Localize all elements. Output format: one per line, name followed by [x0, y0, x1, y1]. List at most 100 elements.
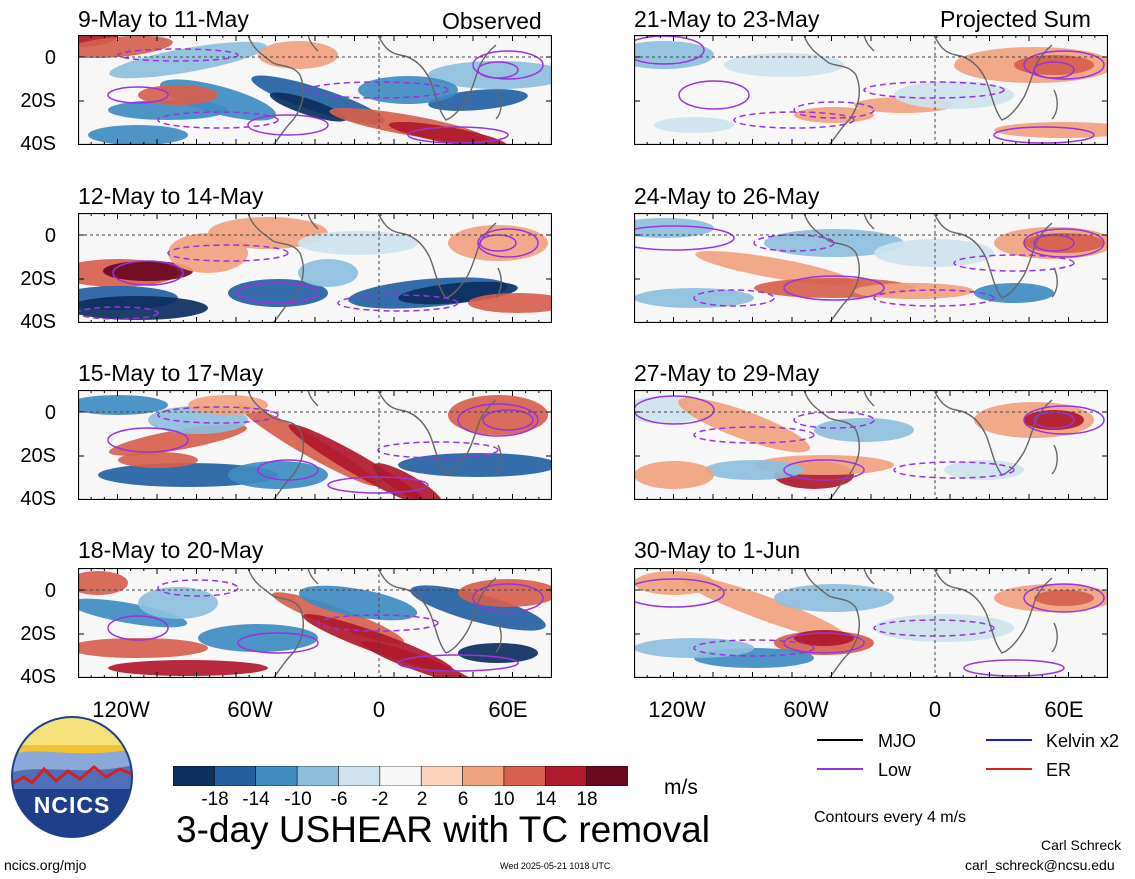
coastline	[803, 568, 1058, 678]
colorbar-tick-label: 10	[493, 789, 515, 810]
contour-line	[1033, 61, 1075, 79]
shading-cell	[679, 575, 849, 641]
shading-layer	[78, 395, 552, 500]
colorbar-swatch	[338, 766, 381, 786]
shading-cell	[874, 239, 994, 267]
ncics-logo	[11, 716, 133, 838]
coastline	[247, 35, 502, 145]
shading-cell	[398, 453, 552, 477]
shading-cell	[78, 35, 173, 59]
contour-line	[993, 126, 1095, 144]
shading-cell	[1024, 233, 1104, 253]
y-tick-label: 40S	[20, 133, 56, 155]
contour-line	[472, 583, 544, 613]
shading-cell	[258, 41, 338, 69]
colorbar-swatch	[586, 766, 628, 786]
x-tick-label: 60E	[488, 697, 528, 722]
timestamp: Wed 2025-05-21 1018 UTC	[500, 861, 611, 871]
coastline	[803, 213, 1058, 323]
heatmap-panel	[634, 568, 1108, 678]
logo-text: NCICS	[33, 792, 111, 818]
contour-line	[733, 111, 855, 129]
y-tick-label: 0	[44, 47, 56, 69]
colorbar-tick-label: 14	[535, 789, 557, 810]
colorbar-tick-label: -14	[242, 789, 270, 810]
panel-title: 9-May to 11-May	[78, 6, 249, 32]
coastline	[803, 35, 1058, 145]
legend-label-low: Low	[878, 760, 912, 780]
shading-layer	[78, 571, 552, 678]
contour-line	[783, 632, 865, 654]
contour-line	[482, 409, 534, 431]
contour-line	[634, 578, 725, 608]
footer-url: ncics.org/mjo	[4, 857, 87, 873]
contour-line	[407, 126, 509, 144]
contour-line	[107, 615, 169, 641]
y-tick-label: 20S	[20, 268, 56, 290]
contour-note: Contours every 4 m/s	[814, 809, 967, 826]
shading-cell	[168, 233, 248, 273]
colorbar-tick-label: -2	[371, 789, 389, 810]
panel-title: 12-May to 14-May	[78, 183, 264, 209]
contour-line	[397, 654, 519, 672]
shading-cell	[974, 283, 1054, 303]
shading-cell	[373, 463, 443, 500]
chart-title: 3-day USHEAR with TC removal	[176, 809, 710, 850]
shading-cell	[228, 279, 328, 307]
shading-layer	[78, 217, 552, 320]
colorbar-swatch	[173, 766, 215, 786]
contour-line	[107, 86, 169, 104]
contour-line	[157, 111, 279, 129]
heatmap-panel	[78, 213, 552, 323]
contour-line	[457, 403, 539, 437]
shading-cell	[138, 587, 218, 619]
contour-line	[783, 459, 865, 481]
contour-line	[307, 81, 449, 99]
colorbar-tick-label: 18	[576, 789, 598, 810]
colorbar-tick-label: -6	[330, 789, 348, 810]
contour-line	[107, 427, 189, 453]
contour-line	[337, 294, 459, 312]
y-tick-label: 40S	[20, 488, 56, 510]
shading-cell	[138, 85, 218, 105]
author-name: Carl Schreck	[1041, 837, 1122, 853]
contour-line	[953, 254, 1075, 272]
shading-cell	[428, 61, 552, 89]
contour-line	[257, 459, 319, 481]
contour-line	[783, 275, 885, 301]
colorbar-swatch	[255, 766, 298, 786]
x-tick-label: 0	[928, 697, 942, 722]
y-tick-label: 0	[44, 580, 56, 602]
colorbar-swatch	[420, 766, 464, 786]
contour-line	[873, 289, 995, 307]
shading-cell	[634, 218, 714, 238]
colorbar	[173, 766, 628, 786]
shading-layer	[78, 35, 552, 145]
colorbar-swatch	[214, 766, 257, 786]
colorbar-unit: m/s	[664, 776, 698, 799]
y-tick-label: 20S	[20, 90, 56, 112]
column-label-observed: Observed	[442, 8, 542, 34]
panel-title: 27-May to 29-May	[634, 360, 820, 386]
shading-cell	[994, 122, 1108, 138]
y-tick-label: 40S	[20, 666, 56, 688]
contour-line	[237, 632, 319, 654]
panel-title: 24-May to 26-May	[634, 183, 820, 209]
heatmap-panel	[634, 390, 1108, 500]
shading-cell	[678, 397, 810, 453]
contour-line	[893, 461, 1015, 479]
contour-line	[1023, 50, 1105, 80]
shading-cell	[108, 100, 228, 120]
contour-line	[112, 260, 184, 286]
legend-swatches-left	[817, 739, 863, 770]
contour-line	[167, 244, 289, 262]
shading-cell	[724, 53, 844, 77]
contour-line	[963, 659, 1065, 677]
x-tick-label: 0	[372, 697, 386, 722]
heatmap-panel	[78, 35, 552, 145]
coastline	[247, 390, 502, 500]
colorbar-swatch	[503, 766, 546, 786]
colorbar-tick-label: -10	[284, 789, 312, 810]
contour-line	[1023, 583, 1105, 613]
contour-line	[317, 614, 439, 632]
